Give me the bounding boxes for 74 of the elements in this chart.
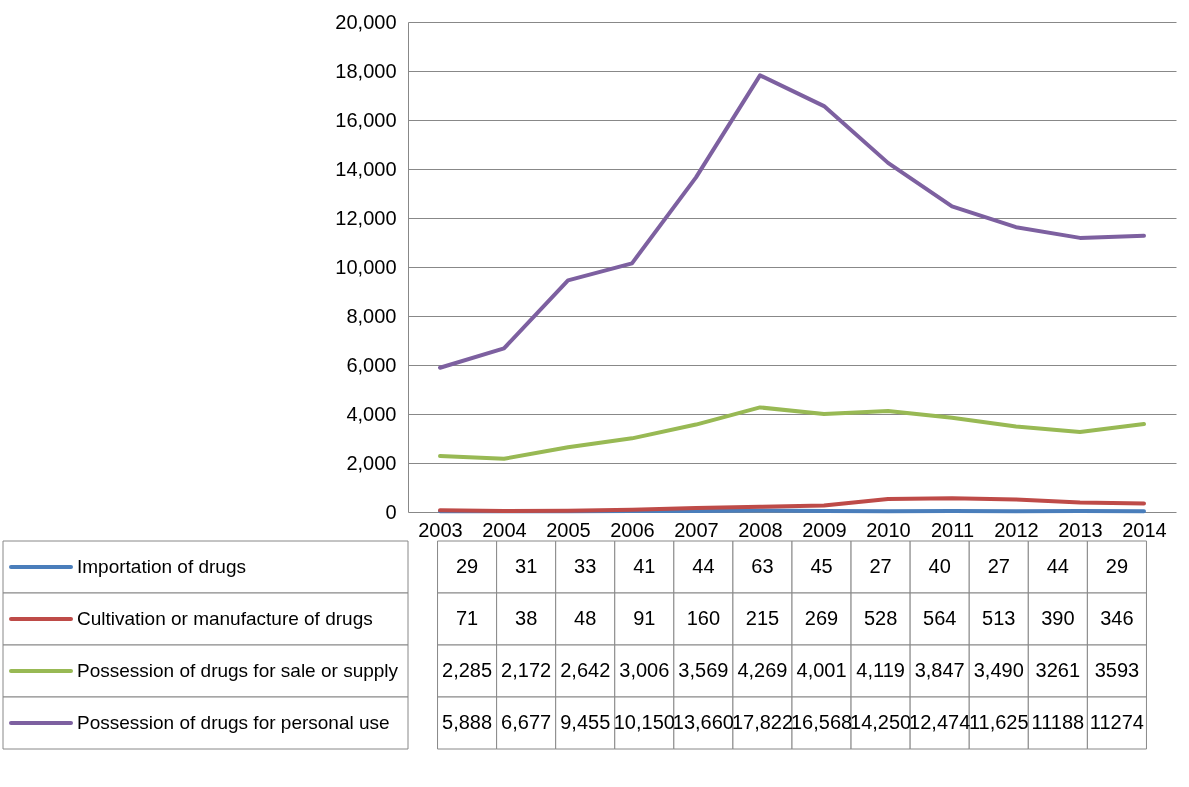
data-label: 11274 (1089, 711, 1144, 733)
data-label: 27 (987, 555, 1010, 577)
data-label: 11188 (1031, 711, 1085, 733)
data-label: 40 (928, 555, 951, 577)
data-label: 41 (633, 555, 656, 577)
data-label: 91 (633, 607, 656, 629)
data-label: 390 (1041, 607, 1075, 629)
data-label: 3593 (1094, 659, 1140, 681)
data-label: 346 (1100, 607, 1134, 629)
data-label: 2,172 (501, 659, 552, 681)
x-tick-label: 2009 (802, 518, 847, 541)
data-label: 3,569 (678, 659, 729, 681)
x-tick-label: 2010 (866, 518, 911, 541)
x-tick-label: 2008 (738, 518, 783, 541)
data-label: 71 (455, 607, 479, 629)
y-tick-label: 8,000 (346, 304, 397, 327)
data-label: 160 (686, 607, 721, 629)
legend-label: Possession of drugs for personal use (77, 712, 390, 733)
y-tick-label: 10,000 (335, 255, 397, 278)
data-label: 6,677 (501, 711, 552, 733)
data-label: 513 (982, 607, 1016, 629)
legend-label: Cultivation or manufacture of drugs (77, 608, 373, 629)
y-tick-label: 16,000 (335, 108, 397, 131)
data-label: 14,250 (850, 711, 912, 733)
x-tick-label: 2012 (994, 518, 1039, 541)
data-label: 48 (574, 607, 597, 629)
data-label: 528 (863, 607, 898, 629)
data-label: 44 (692, 555, 715, 577)
data-label: 2,285 (442, 659, 493, 681)
data-label: 38 (515, 607, 538, 629)
legend-label: Possession of drugs for sale or supply (77, 660, 399, 681)
data-label: 4,001 (796, 659, 847, 681)
data-label: 4,269 (737, 659, 788, 681)
data-label: 4,119 (856, 659, 905, 681)
data-label: 63 (751, 555, 774, 577)
data-label: 2,642 (560, 659, 611, 681)
x-tick-label: 2013 (1058, 518, 1103, 541)
data-label: 29 (455, 555, 479, 577)
y-tick-label: 4,000 (346, 402, 397, 425)
data-label: 27 (869, 555, 892, 577)
y-tick-label: 20,000 (335, 10, 397, 33)
legend-label: Importation of drugs (77, 556, 246, 577)
data-label: 3261 (1035, 659, 1081, 681)
data-label: 12,474 (909, 711, 971, 733)
y-tick-label: 6,000 (346, 353, 397, 376)
data-label: 44 (1046, 555, 1069, 577)
data-label: 29 (1105, 555, 1129, 577)
data-label: 215 (745, 607, 780, 629)
y-tick-label: 12,000 (335, 206, 397, 229)
x-tick-label: 2005 (546, 518, 591, 541)
data-label: 45 (810, 555, 833, 577)
x-tick-label: 2007 (674, 518, 719, 541)
line-series (438, 73, 1146, 370)
data-label: 9,455 (560, 711, 611, 733)
data-label: 31 (515, 555, 538, 577)
data-label: 269 (804, 607, 839, 629)
x-tick-label: 2004 (482, 518, 527, 541)
y-tick-label: 14,000 (335, 157, 397, 180)
x-tick-label: 2014 (1122, 518, 1167, 541)
data-label: 10,150 (613, 711, 675, 733)
y-tick-label: 2,000 (346, 451, 397, 474)
x-tick-label: 2011 (930, 518, 975, 541)
data-label: 564 (923, 607, 957, 629)
data-label: 3,490 (973, 659, 1024, 681)
line-series (438, 405, 1146, 461)
y-tick-label: 0 (385, 500, 397, 523)
data-label: 5,888 (442, 711, 493, 733)
y-tick-label: 18,000 (335, 59, 397, 82)
line-series (438, 496, 1146, 514)
x-tick-label: 2006 (610, 518, 655, 541)
data-label: 33 (574, 555, 597, 577)
data-label: 3,847 (914, 659, 965, 681)
data-label: 3,006 (619, 659, 670, 681)
x-tick-label: 2003 (418, 518, 463, 541)
